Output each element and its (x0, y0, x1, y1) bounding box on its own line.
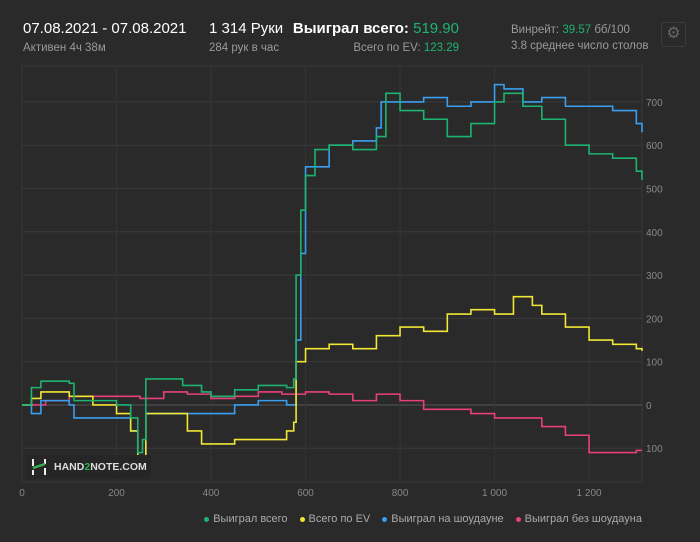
y-tick-label: 200 (646, 314, 663, 325)
legend-item[interactable]: Выиграл всего (204, 513, 288, 525)
ev-label: Всего по EV: (353, 42, 421, 54)
winrate-unit: бб/100 (594, 24, 630, 36)
series-line (22, 391, 642, 454)
ev-total: Всего по EV: 123.29 (353, 42, 459, 54)
hands-count: 1 314 Руки (209, 20, 284, 37)
y-tick-label: 300 (646, 271, 663, 282)
hands-per-hour: 284 рук в час (209, 42, 280, 54)
y-tick-label: 100 (646, 358, 663, 369)
avg-tables: 3.8 среднее число столов (511, 40, 649, 52)
legend-dot-icon (204, 516, 210, 522)
legend-dot-icon (299, 516, 305, 522)
y-tick-label: 600 (646, 141, 663, 152)
legend-dot-icon (515, 516, 521, 522)
logo-text-3: NOTE.COM (90, 461, 147, 473)
y-tick-label: 700 (646, 98, 663, 109)
won-total: Выиграл всего: 519.90 (293, 20, 459, 37)
x-tick-label: 800 (392, 488, 409, 499)
x-tick-label: 1 200 (577, 488, 602, 499)
date-range: 07.08.2021 - 07.08.2021 (23, 20, 187, 37)
x-tick-label: 400 (203, 488, 220, 499)
settings-gear-icon[interactable]: ⚙ (661, 22, 686, 47)
ev-value: 123.29 (423, 42, 459, 54)
y-tick-label: 100 (646, 444, 663, 455)
legend-label: Выиграл всего (213, 513, 288, 525)
active-time: Активен 4ч 38м (23, 42, 106, 54)
legend-item[interactable]: Выиграл без шоудауна (515, 513, 642, 525)
y-tick-label: 400 (646, 228, 663, 239)
logo-text-2: 2 (84, 461, 91, 473)
legend-item[interactable]: Всего по EV (299, 513, 371, 525)
hand2note-logo: HAND2NOTE.COM (26, 455, 151, 479)
legend-label: Выиграл без шоудауна (524, 513, 642, 525)
series-line (22, 295, 643, 458)
x-tick-label: 0 (19, 488, 25, 499)
legend-label: Всего по EV (308, 513, 371, 525)
x-tick-label: 600 (297, 488, 314, 499)
won-total-value: 519.90 (413, 20, 459, 37)
winrate: Винрейт: 39.57 бб/100 (511, 24, 630, 36)
legend-item[interactable]: Выиграл на шоудауне (382, 513, 504, 525)
legend: Выиграл всего Всего по EV Выиграл на шоуда… (204, 513, 642, 525)
x-tick-label: 200 (108, 488, 125, 499)
logo-icon (32, 459, 46, 475)
x-tick-label: 1 000 (482, 488, 507, 499)
winrate-value: 39.57 (562, 24, 592, 36)
winrate-label: Винрейт: (511, 24, 560, 36)
won-total-label: Выиграл всего: (292, 20, 409, 37)
legend-dot-icon (382, 516, 388, 522)
y-tick-label: 0 (646, 401, 652, 412)
logo-text: HAND (54, 461, 85, 473)
series-line (22, 92, 643, 454)
plot-area (21, 65, 643, 483)
y-tick-label: 500 (646, 185, 663, 196)
legend-label: Выиграл на шоудауне (391, 513, 504, 525)
